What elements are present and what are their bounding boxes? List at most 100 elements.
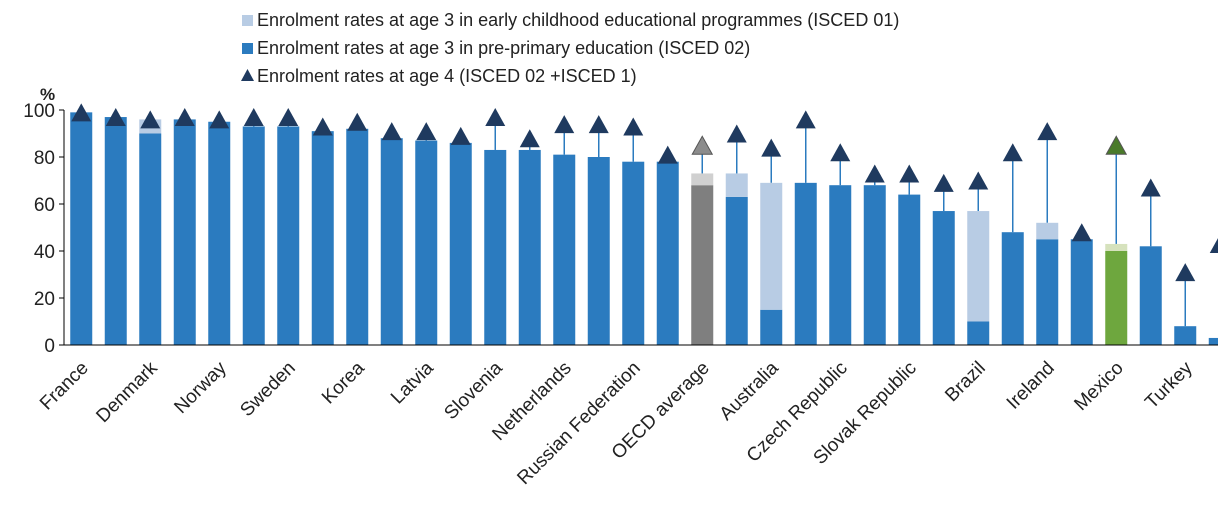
marker-age4-switzerland — [1209, 238, 1218, 253]
y-tick-label: 20 — [34, 289, 55, 310]
marker-age4-sweden — [278, 108, 299, 127]
bar-isced02-sweden — [277, 126, 300, 345]
bar-isced02-iceland — [173, 119, 196, 346]
bar-isced02-france — [70, 112, 93, 345]
marker-age4-netherlands — [554, 115, 575, 134]
bar-isced02-chile — [1001, 232, 1024, 345]
marker-age4-brazil — [968, 171, 989, 190]
bar-isced02-finland — [863, 185, 886, 345]
marker-age4-mexico — [1105, 135, 1128, 155]
bar-isced02-germany — [380, 138, 403, 345]
x-tick-label-france: France — [36, 358, 93, 415]
bar-isced02-turkey — [1174, 326, 1197, 345]
marker-age4-spain — [312, 117, 333, 136]
bar-isced02-colombia — [1070, 239, 1093, 345]
marker-age4-czech-republic — [830, 143, 851, 162]
y-axis-unit: % — [40, 85, 55, 104]
bar-isced02-belgium — [104, 117, 127, 345]
marker-age4-russian-federation — [623, 117, 644, 136]
marker-age4-slovak-republic — [899, 164, 920, 183]
bar-isced02-korea — [346, 128, 369, 345]
x-tick-label-slovenia: Slovenia — [440, 357, 507, 424]
bar-isced01-ireland — [1036, 222, 1059, 240]
bar-isced02-brazil — [967, 321, 990, 345]
bar-isced02-russian-federation — [622, 161, 645, 345]
bar-isced02-austria — [794, 182, 817, 345]
bar-isced02-denmark — [139, 133, 162, 345]
bar-isced02-united-states — [1139, 246, 1162, 345]
marker-age4-ireland — [1037, 122, 1058, 141]
marker-age4-united-states — [1140, 178, 1161, 197]
legend: Enrolment rates at age 3 in early childh… — [241, 10, 899, 86]
y-axis: 0 20 40 60 80 100 — [23, 101, 65, 357]
y-tick-label: 0 — [44, 336, 55, 357]
bar-isced02-ireland — [1036, 239, 1059, 345]
legend-swatch-isced02 — [242, 43, 253, 54]
bar-isced02-new-zealand — [518, 149, 541, 345]
age4-markers — [71, 103, 1218, 282]
marker-age4-israel — [243, 108, 264, 127]
bar-isced02-latvia — [415, 140, 438, 345]
y-tick-label: 60 — [34, 195, 55, 216]
marker-age4-finland — [864, 164, 885, 183]
x-tick-label-brazil: Brazil — [941, 358, 989, 406]
y-tick-label: 40 — [34, 242, 55, 263]
x-axis: France Denmark Norway Sweden Korea Latvia Slov… — [36, 344, 1218, 489]
marker-age4-turkey — [1175, 263, 1196, 282]
x-tick-label-mexico: Mexico — [1070, 358, 1127, 415]
x-tick-label-denmark: Denmark — [92, 357, 162, 427]
bar-isced02-norway — [208, 121, 231, 345]
marker-age4-norway — [209, 110, 230, 129]
x-tick-label-korea: Korea — [318, 357, 369, 408]
marker-age4-belgium — [105, 108, 126, 127]
marker-age4-denmark — [140, 110, 161, 129]
bar-isced02-australia — [760, 309, 783, 345]
bar-isced02-italy — [449, 142, 472, 345]
marker-age4-oecd-average — [691, 135, 714, 155]
marker-age4-latvia — [416, 122, 437, 141]
bar-isced02-switzerland — [1208, 337, 1218, 345]
bar-isced02-spain — [311, 131, 334, 345]
x-tick-label-australia: Australia — [716, 357, 783, 424]
marker-age4-portugal — [726, 124, 747, 143]
marker-age4-japan — [657, 145, 678, 164]
marker-age4-italy — [450, 126, 471, 145]
marker-age4-austria — [795, 110, 816, 129]
marker-age4-france — [71, 103, 92, 122]
marker-age4-new-zealand — [519, 129, 540, 148]
legend-label-isced02: Enrolment rates at age 3 in pre-primary … — [257, 38, 750, 58]
x-tick-label-sweden: Sweden — [236, 358, 299, 421]
legend-label-isced01: Enrolment rates at age 3 in early childh… — [257, 10, 899, 30]
marker-age4-united-kingdom — [933, 173, 954, 192]
marker-age4-iceland — [174, 108, 195, 127]
bar-isced01-mexico — [1105, 243, 1128, 251]
bar-isced01-portugal — [725, 173, 748, 197]
y-tick-label: 100 — [23, 101, 55, 122]
bar-isced01-oecd-average — [691, 173, 714, 186]
bar-isced02-united-kingdom — [932, 211, 955, 345]
x-tick-label-russian-federation: Russian Federation — [513, 358, 644, 489]
x-tick-label-ireland: Ireland — [1003, 358, 1059, 414]
bar-isced02-slovak-republic — [898, 194, 921, 345]
bars — [70, 112, 1218, 346]
y-tick-label: 80 — [34, 148, 55, 169]
legend-label-age4: Enrolment rates at age 4 (ISCED 02 +ISCE… — [257, 66, 637, 86]
bar-isced02-estonia — [587, 157, 610, 345]
marker-age4-germany — [381, 122, 402, 141]
bar-isced02-slovenia — [484, 149, 507, 345]
marker-age4-estonia — [588, 115, 609, 134]
bar-isced01-australia — [760, 182, 783, 310]
marker-age4-colombia — [1071, 223, 1092, 242]
bar-isced02-portugal — [725, 196, 748, 345]
marker-age4-korea — [347, 112, 368, 131]
bar-isced02-oecd-average — [691, 185, 714, 345]
x-tick-label-norway: Norway — [170, 357, 231, 418]
bar-isced02-mexico — [1105, 251, 1128, 345]
bar-isced02-netherlands — [553, 154, 576, 345]
x-tick-label-latvia: Latvia — [387, 357, 438, 408]
bar-isced02-israel — [242, 126, 265, 345]
bar-isced02-czech-republic — [829, 185, 852, 345]
bar-isced01-brazil — [967, 211, 990, 322]
marker-age4-chile — [1002, 143, 1023, 162]
